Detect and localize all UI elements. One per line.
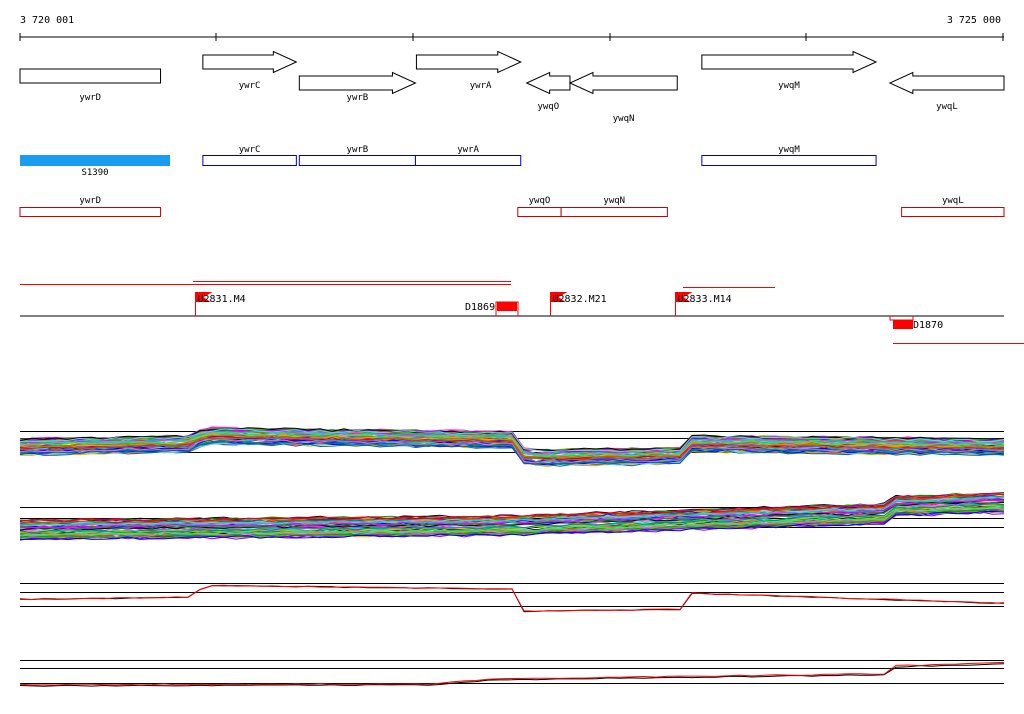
ruler-start-label: 3 720 001 [20, 15, 74, 26]
expression-line [19, 661, 1005, 686]
expression-panel-3 [19, 583, 1005, 613]
operon-box [517, 207, 562, 217]
gene-label: ywqO [537, 102, 559, 112]
operon-box [414, 155, 522, 166]
operon-box-label: ywrA [457, 145, 479, 155]
expression-line [19, 496, 1005, 527]
operon-box-label: ywrB [347, 145, 369, 155]
expression-line [19, 436, 1005, 461]
promoter-label: S1390 [81, 168, 108, 178]
expression-line [19, 434, 1005, 459]
downshift-outline [889, 316, 914, 321]
expression-line [19, 432, 1005, 456]
expression-line [19, 510, 1005, 539]
tu-label: U2831.M4 [198, 294, 246, 305]
expression-line [19, 506, 1005, 537]
gene-arrow [19, 68, 162, 84]
gene-label: ywqL [936, 102, 958, 112]
lower-box-track: ywrD ywqO ywqN ywqL [19, 196, 1005, 217]
operon-box-label: ywqO [529, 196, 551, 206]
expression-panel-2 [19, 492, 1005, 541]
gene-arrow [415, 50, 522, 74]
operon-box [202, 155, 297, 166]
expression-line [20, 584, 1005, 612]
gene-label: ywrB [347, 93, 369, 103]
gene-label: ywqM [778, 81, 800, 91]
expression-line [19, 493, 1005, 523]
gene-arrow [888, 71, 1005, 95]
downshift-label: D1870 [913, 320, 943, 331]
expression-panel-4 [19, 660, 1005, 687]
expression-line [19, 435, 1005, 460]
gene-arrow [525, 71, 571, 95]
operon-box-label: ywqM [778, 145, 800, 155]
gene-label: ywrD [79, 93, 101, 103]
operon-box-label: ywrC [239, 145, 261, 155]
tu-flag [675, 292, 693, 302]
promoter-track: S1390 [20, 155, 170, 178]
gene-arrow [568, 71, 678, 95]
expression-panel-1 [19, 426, 1005, 468]
promoter-bar [20, 155, 170, 166]
expression-line [19, 510, 1005, 541]
downshift-box [893, 320, 913, 329]
tu-flag [550, 292, 568, 302]
upper-box-track: ywrC ywrB ywrA ywqM [202, 145, 877, 166]
gene-arrow [701, 50, 878, 74]
operon-box [298, 155, 416, 166]
operon-box [19, 207, 162, 217]
expression-line [19, 438, 1005, 464]
gene-label: ywqN [613, 114, 635, 124]
ruler-ticks [19, 33, 1004, 41]
downshift-label: D1869 [465, 302, 495, 313]
transcription-track: U2831.M4 U2832.M21 U2833.M14 D1869 D1870 [20, 281, 1024, 344]
downshift-track: D1869 D1870 [465, 301, 943, 331]
gene-label: ywrA [470, 81, 492, 91]
operon-box [560, 207, 668, 217]
coordinate-ruler: 3 720 001 3 725 000 [19, 15, 1004, 41]
operon-box-label: ywqL [942, 196, 964, 206]
gene-label: ywrC [239, 81, 261, 91]
tu-label: U2832.M21 [553, 294, 607, 305]
expression-track [19, 426, 1005, 687]
expression-line [19, 503, 1005, 535]
tu-flag [195, 292, 213, 302]
operon-box-label: ywrD [79, 196, 101, 206]
tu-label: U2833.M14 [678, 294, 732, 305]
gene-track: ywrD ywrC ywrB ywrA ywqO ywqN ywqM ywqL [19, 50, 1005, 124]
gene-arrow [202, 50, 298, 74]
downshift-box [497, 302, 517, 311]
tu-track: U2831.M4 U2832.M21 U2833.M14 [20, 281, 1024, 344]
ruler-end-label: 3 725 000 [947, 15, 1001, 26]
operon-box-label: ywqN [603, 196, 625, 206]
expression-line [19, 509, 1005, 539]
operon-box [701, 155, 877, 166]
expression-line [19, 496, 1005, 527]
expression-line [19, 663, 1005, 687]
gene-arrow [298, 71, 417, 95]
expression-line [19, 428, 1005, 453]
operon-box [901, 207, 1005, 217]
